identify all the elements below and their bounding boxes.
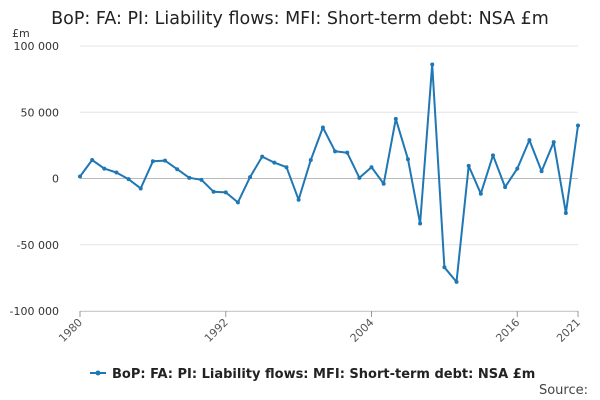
data-point	[527, 138, 532, 143]
data-point	[199, 177, 204, 182]
series-line	[79, 63, 579, 283]
data-point	[102, 166, 107, 171]
legend[interactable]: BoP: FA: PI: Liability flows: MFI: Short…	[90, 367, 535, 382]
data-point	[114, 170, 119, 175]
data-point	[248, 175, 253, 180]
y-tick-label: 0	[52, 173, 59, 186]
data-point	[260, 154, 265, 159]
y-axis-unit: £m	[12, 27, 30, 40]
data-point	[393, 116, 398, 121]
x-tick-label: 2016	[493, 316, 522, 345]
x-tick-label: 1980	[56, 316, 85, 345]
x-axis: 1980 1992 2004 2016 2021	[56, 311, 583, 345]
source-label: Source:	[539, 383, 588, 398]
y-tick-label: 50 000	[21, 106, 60, 119]
y-tick-label: 100 000	[14, 40, 60, 53]
data-point	[369, 165, 374, 170]
data-point	[478, 191, 483, 196]
data-point	[333, 149, 338, 154]
data-point	[381, 181, 386, 186]
data-point	[163, 158, 168, 163]
data-point	[235, 200, 240, 205]
data-point	[211, 189, 216, 194]
x-tick-label: 2004	[348, 316, 377, 345]
data-point	[442, 265, 447, 270]
data-point	[272, 160, 277, 165]
data-point	[466, 163, 471, 168]
data-point	[138, 186, 143, 191]
legend-label[interactable]: BoP: FA: PI: Liability flows: MFI: Short…	[112, 367, 535, 382]
x-tick-label: 1992	[202, 316, 231, 345]
data-point	[454, 279, 459, 284]
gridlines	[80, 45, 578, 312]
data-point	[78, 174, 82, 179]
data-point	[515, 166, 520, 171]
data-point	[503, 185, 508, 190]
data-point	[223, 190, 228, 195]
y-axis-ticks: 100 000 50 000 0 -50 000 -100 000	[10, 40, 59, 318]
data-point	[175, 167, 180, 172]
y-tick-label: -100 000	[10, 305, 59, 318]
series-group	[78, 62, 580, 284]
data-point	[539, 169, 544, 174]
data-point	[296, 197, 301, 202]
data-point	[308, 157, 313, 162]
legend-swatch-marker	[95, 370, 101, 376]
data-point	[126, 177, 131, 182]
data-point	[187, 175, 192, 180]
data-point	[90, 157, 95, 162]
data-point	[563, 210, 568, 215]
data-point	[576, 123, 580, 128]
chart-title: BoP: FA: PI: Liability flows: MFI: Short…	[51, 9, 549, 29]
data-point	[320, 125, 325, 130]
data-point	[430, 62, 435, 67]
data-point	[405, 157, 410, 162]
x-tick-label: 2021	[554, 316, 583, 345]
data-point	[551, 140, 556, 145]
data-point	[357, 175, 362, 180]
data-point	[490, 153, 495, 158]
data-point	[345, 150, 350, 155]
data-point	[418, 221, 423, 226]
y-tick-label: -50 000	[17, 239, 59, 252]
data-point	[284, 165, 289, 170]
data-point	[150, 159, 155, 164]
